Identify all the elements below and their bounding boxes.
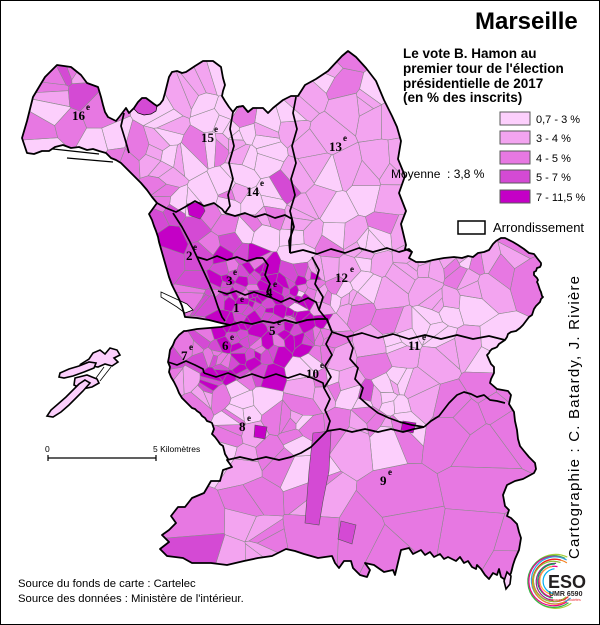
svg-text:e: e [240, 294, 244, 304]
svg-text:4: 4 [266, 285, 273, 300]
svg-text:15: 15 [201, 130, 215, 145]
svg-text:16: 16 [72, 108, 86, 123]
svg-text:e: e [343, 133, 347, 143]
svg-text:6: 6 [222, 338, 229, 353]
svg-text:UMR 6590: UMR 6590 [549, 591, 583, 598]
svg-text:Espaces et Sociétés: Espaces et Sociétés [549, 598, 581, 602]
svg-text:2: 2 [186, 248, 193, 263]
svg-text:5 Kilomètres: 5 Kilomètres [153, 444, 200, 454]
svg-text:7 - 11,5 %: 7 - 11,5 % [536, 192, 586, 204]
svg-text:5 - 7 %: 5 - 7 % [536, 172, 571, 184]
svg-text:0: 0 [45, 444, 50, 454]
svg-text:11: 11 [408, 338, 420, 353]
svg-text:e: e [273, 279, 277, 289]
svg-text:12: 12 [335, 270, 348, 285]
svg-text:e: e [214, 124, 218, 134]
svg-text:ESO: ESO [548, 572, 586, 592]
svg-text:e: e [230, 332, 234, 342]
svg-text:e: e [350, 264, 354, 274]
svg-text:e: e [247, 413, 251, 423]
svg-text:e: e [422, 332, 426, 342]
svg-text:e: e [233, 267, 237, 277]
svg-text:e: e [320, 360, 324, 370]
svg-text:3: 3 [226, 273, 233, 288]
svg-text:4 - 5 %: 4 - 5 % [536, 153, 571, 165]
svg-text:e: e [86, 102, 90, 112]
svg-text:10: 10 [306, 366, 319, 381]
svg-text:e: e [260, 178, 264, 188]
svg-text:Arrondissement: Arrondissement [493, 220, 584, 235]
svg-text:5: 5 [269, 323, 276, 338]
svg-text:e: e [277, 317, 281, 327]
svg-text:0,7 - 3 %: 0,7 - 3 % [536, 114, 580, 126]
svg-text:9: 9 [380, 473, 387, 488]
svg-text:13: 13 [329, 139, 343, 154]
svg-text:7: 7 [181, 348, 188, 363]
svg-text:1: 1 [233, 300, 240, 315]
svg-text:3 - 4 %: 3 - 4 % [536, 133, 571, 145]
svg-text:e: e [189, 342, 193, 352]
svg-text:e: e [193, 242, 197, 252]
svg-text:8: 8 [239, 419, 246, 434]
svg-text:14: 14 [246, 184, 260, 199]
svg-text:e: e [388, 467, 392, 477]
